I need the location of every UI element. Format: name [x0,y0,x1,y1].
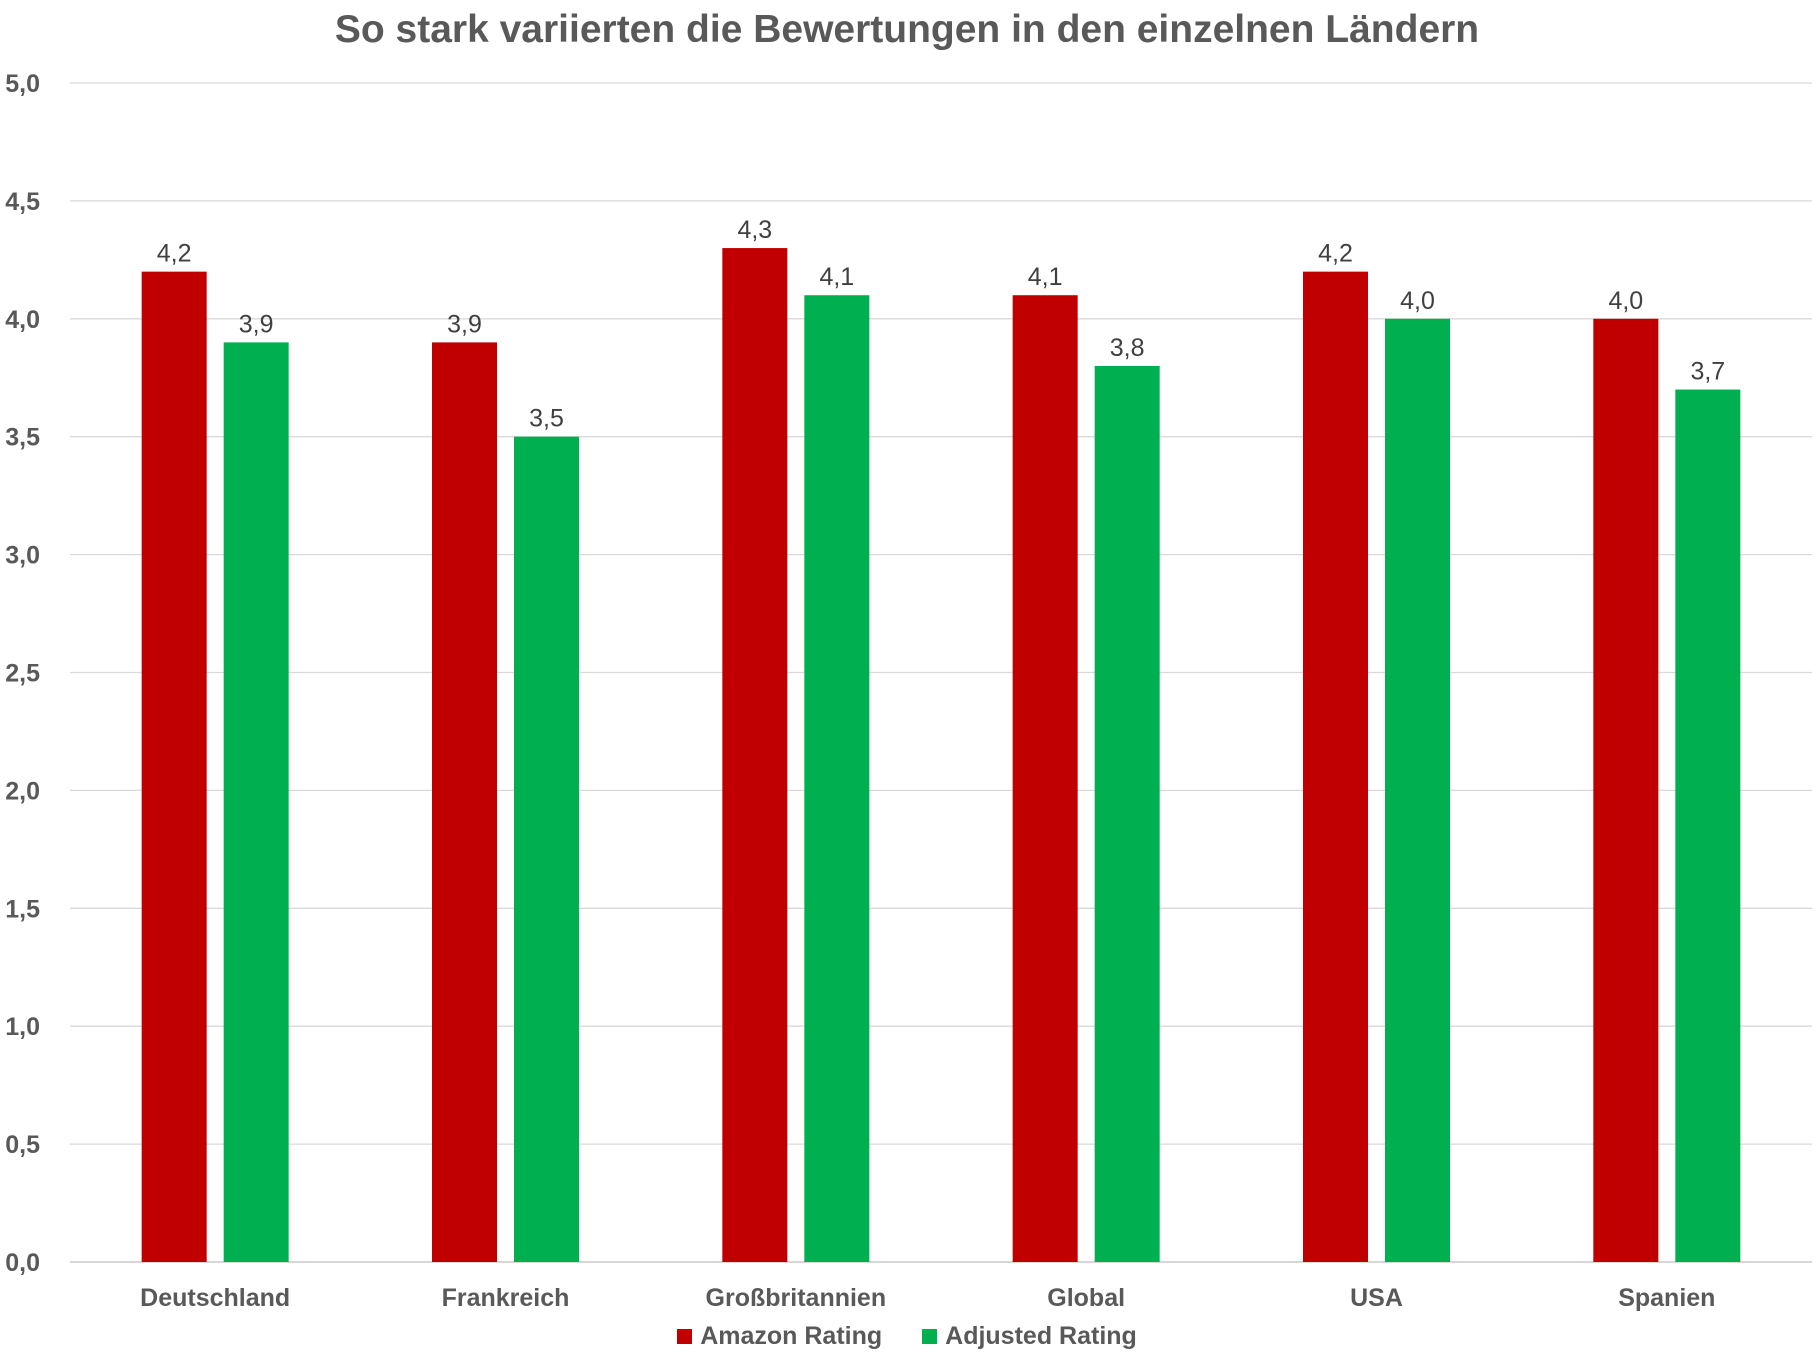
y-tick-label: 2,5 [5,660,40,688]
bar-adjusted [1675,389,1741,1262]
bar-amazon [432,342,497,1262]
x-category-label: Großbritannien [706,1284,887,1312]
legend-item-amazon: Amazon Rating [677,1322,882,1351]
data-label: 3,7 [1690,358,1725,386]
chart-title: So stark variierten die Bewertungen in d… [334,8,1480,51]
bar-amazon [1593,318,1659,1262]
legend-swatch-amazon [677,1329,693,1344]
data-label: 4,1 [819,263,854,291]
data-label: 4,3 [737,216,772,244]
x-category-label: Frankreich [442,1284,570,1312]
y-tick-label: 3,0 [5,542,40,570]
data-label: 4,2 [1318,240,1353,268]
bar-amazon [1303,271,1368,1262]
x-category-label: Deutschland [140,1284,290,1312]
data-label: 3,8 [1110,334,1145,362]
gridlines [70,82,1812,1263]
data-label: 4,0 [1400,287,1435,315]
y-tick-label: 0,0 [5,1249,40,1277]
y-tick-label: 4,5 [5,188,40,216]
bars [141,248,1741,1263]
bar-adjusted [804,295,870,1263]
bar-amazon [1012,295,1078,1263]
y-tick-label: 4,0 [5,306,40,334]
bar-adjusted [514,436,579,1262]
y-axis-ticks: 0,0 0,5 1,0 1,5 2,0 2,5 3,0 3,5 4,0 4,5 5,0 [5,70,40,1277]
y-tick-label: 1,5 [5,895,40,923]
y-tick-label: 0,5 [5,1131,40,1159]
x-category-label: USA [1350,1284,1403,1312]
x-category-label: Spanien [1618,1284,1715,1312]
bar-adjusted [1094,365,1160,1263]
data-labels: 4,2 3,9 3,9 3,5 4,3 4,1 4,1 3,8 4,2 4,0 4,0 3,7 [157,216,1725,433]
bar-amazon [722,248,788,1262]
legend-label-adjusted: Adjusted Rating [945,1322,1137,1350]
y-tick-label: 2,0 [5,777,40,805]
data-label: 3,9 [447,310,482,338]
bar-amazon [141,271,207,1262]
data-label: 4,0 [1608,287,1643,315]
data-label: 3,9 [239,310,274,338]
legend-item-adjusted: Adjusted Rating [922,1322,1137,1351]
y-tick-label: 1,0 [5,1013,40,1041]
x-axis-categories: Deutschland Frankreich Großbritannien Globa… [140,1284,1715,1312]
bar-adjusted [1385,318,1450,1262]
y-tick-label: 3,5 [5,424,40,452]
data-label: 3,5 [529,405,564,433]
bar-adjusted [223,342,289,1262]
legend-swatch-adjusted [922,1329,938,1344]
data-label: 4,1 [1028,263,1063,291]
y-tick-label: 5,0 [5,70,40,98]
x-category-label: Global [1047,1284,1125,1312]
data-label: 4,2 [157,240,192,268]
legend-label-amazon: Amazon Rating [700,1322,883,1350]
legend: Amazon Rating Adjusted Rating [0,1322,1814,1351]
